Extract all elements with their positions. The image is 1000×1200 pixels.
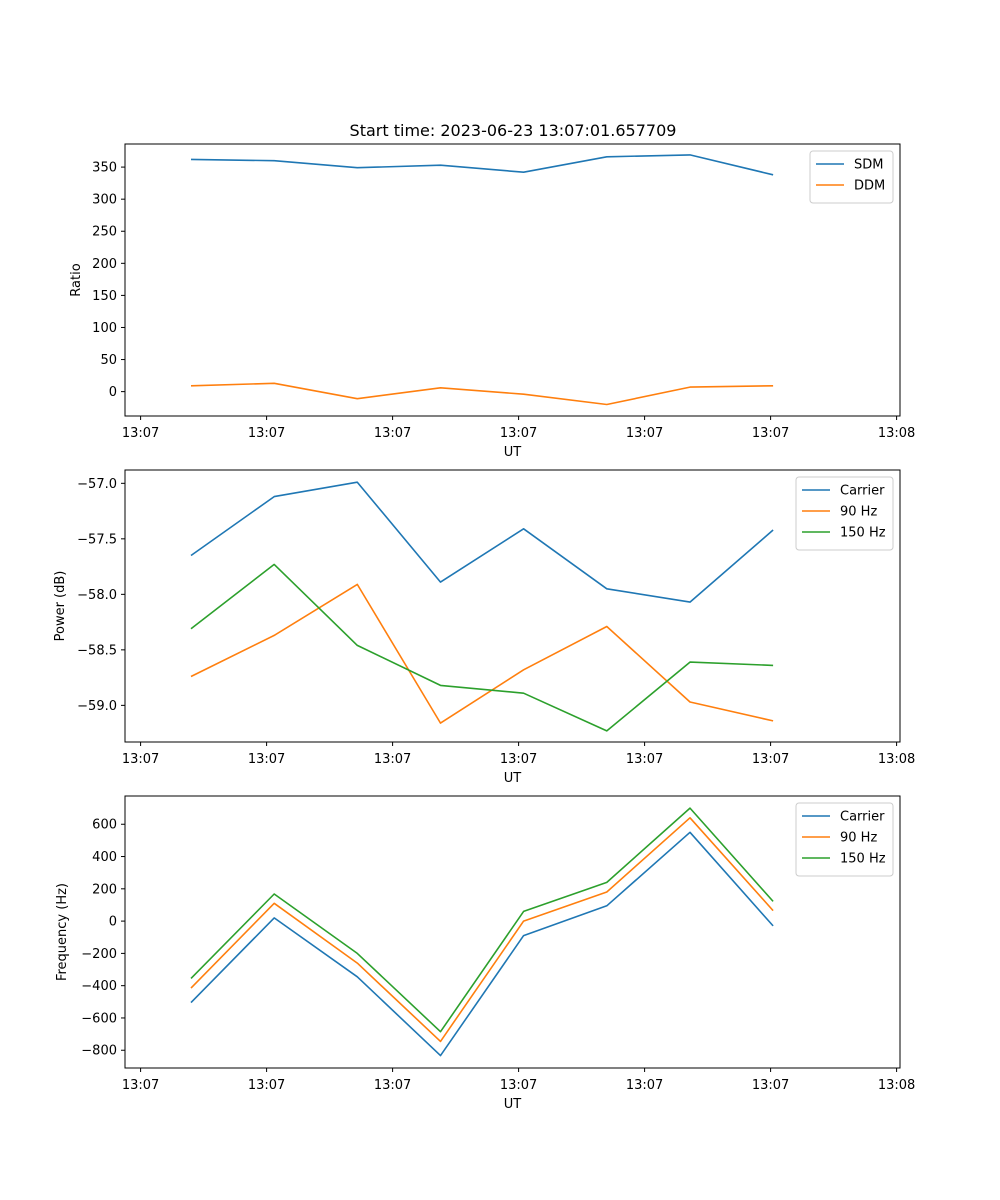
x-tick-label: 13:07 [374,752,411,767]
y-axis-label: Ratio [69,263,84,296]
legend: Carrier 90 Hz 150 Hz [795,802,894,877]
y-tick-label: 200 [92,882,117,897]
x-tick-label: 13:07 [500,426,537,441]
x-tick-label: 13:07 [248,752,285,767]
x-axis-label: UT [504,771,522,786]
x-tick-label: 13:07 [248,1078,285,1093]
legend-label: Carrier [840,484,885,499]
legend-label: 150 Hz [840,526,886,541]
series-line-150-hz [190,563,774,732]
x-tick-label: 13:07 [626,426,663,441]
legend-label: 90 Hz [840,831,877,846]
y-tick-label: 0 [109,915,117,930]
y-tick-label: −800 [81,1044,117,1059]
x-tick-label: 13:07 [248,426,285,441]
x-tick-label: 13:07 [122,752,159,767]
y-axis-label: Frequency (Hz) [55,883,70,981]
y-tick-label: −200 [81,947,117,962]
legend-label: DDM [854,179,885,194]
x-tick-label: 13:07 [500,1078,537,1093]
axes-frame [124,469,901,743]
x-tick-label: 13:07 [626,1078,663,1093]
subplot-3: −800 −600 −400 −200 0 200 400 600 13:07 13:07 13:0… [55,795,915,1112]
y-tick-label: 400 [92,850,117,865]
axes-frame [124,795,901,1069]
y-tick-label: −59.0 [77,699,117,714]
y-tick-label: −400 [81,979,117,994]
y-axis-label: Power (dB) [53,571,68,642]
legend-label: 150 Hz [840,852,886,867]
legend-label: SDM [854,158,883,173]
series-line-90-hz [190,816,774,1043]
x-tick-label: 13:07 [374,426,411,441]
x-tick-label: 13:08 [878,752,915,767]
subplot-1: 0 50 100 150 200 250 300 350 13:07 13:07 13:07 13:0… [69,143,915,460]
x-tick-label: 13:07 [374,1078,411,1093]
legend: Carrier 90 Hz 150 Hz [795,476,894,551]
y-tick-label: 600 [92,818,117,833]
y-tick-label: 350 [92,161,117,176]
x-tick-label: 13:07 [626,752,663,767]
series-line-ddm [190,382,774,406]
x-axis-label: UT [504,1097,522,1112]
series-line-carrier [190,481,774,603]
y-tick-label: 50 [100,353,117,368]
y-tick-label: 100 [92,321,117,336]
series-line-carrier [190,831,774,1057]
subplots: 0 50 100 150 200 250 300 350 13:07 13:07 13:07 13:0… [53,143,915,1112]
x-axis-label: UT [504,445,522,460]
y-tick-label: −57.0 [77,477,117,492]
legend-label: 90 Hz [840,505,877,520]
x-tick-label: 13:07 [122,1078,159,1093]
legend: SDM DDM [809,150,894,204]
x-tick-label: 13:07 [752,426,789,441]
y-tick-label: 150 [92,289,117,304]
y-tick-label: −58.5 [77,643,117,658]
y-tick-label: 200 [92,257,117,272]
x-tick-label: 13:07 [752,1078,789,1093]
y-tick-label: −600 [81,1011,117,1026]
x-tick-label: 13:08 [878,1078,915,1093]
legend-label: Carrier [840,810,885,825]
axes-frame [124,143,901,417]
chart-title: Start time: 2023-06-23 13:07:01.657709 [350,121,677,140]
y-tick-label: 300 [92,193,117,208]
series-line-90-hz [190,583,774,724]
y-tick-label: −58.0 [77,588,117,603]
y-tick-label: 250 [92,225,117,240]
x-tick-label: 13:07 [500,752,537,767]
subplot-2: −59.0 −58.5 −58.0 −57.5 −57.0 13:07 13:07 13:07… [53,469,915,786]
series-line-150-hz [190,807,774,1033]
x-tick-label: 13:08 [878,426,915,441]
y-tick-label: 0 [109,385,117,400]
y-tick-label: −57.5 [77,532,117,547]
x-tick-label: 13:07 [122,426,159,441]
x-tick-label: 13:07 [752,752,789,767]
series-line-sdm [190,154,774,176]
